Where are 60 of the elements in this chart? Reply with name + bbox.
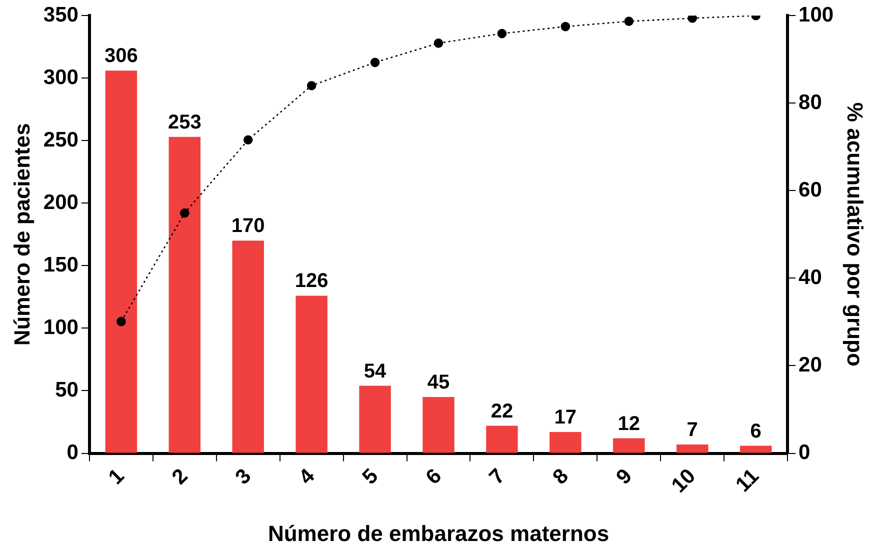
point (688, 16, 698, 23)
x-tick-label: 10 (667, 464, 700, 498)
data-label: 54 (364, 360, 388, 382)
data-label: 306 (104, 45, 138, 68)
data-label: 170 (231, 215, 265, 238)
point (180, 208, 190, 218)
point (370, 58, 380, 68)
x-tick-label: 4 (294, 464, 320, 490)
bar (105, 70, 138, 453)
point (306, 80, 316, 90)
x-axis-title: Número de embarazos maternos (268, 520, 610, 546)
data-label: 6 (750, 420, 762, 442)
y-tick-label: 100 (43, 316, 78, 340)
bar (550, 432, 582, 453)
y-tick-label: 300 (43, 66, 78, 89)
data-label: 12 (618, 412, 640, 435)
bar (359, 386, 391, 453)
x-tick-label: 8 (548, 464, 574, 490)
bar (486, 426, 518, 453)
point (560, 22, 570, 32)
point (116, 316, 126, 326)
x-tick-label: 1 (104, 464, 130, 490)
data-label: 126 (294, 270, 328, 292)
bar (740, 446, 772, 453)
point (434, 38, 444, 48)
bar (676, 444, 708, 453)
y-tick-label: 0 (66, 441, 78, 464)
y2-tick-label: 0 (798, 441, 810, 464)
y-tick-label: 150 (43, 253, 78, 276)
y-tick-label: 50 (55, 378, 78, 402)
bar (296, 296, 328, 453)
data-label: 45 (427, 372, 450, 394)
x-tick-label: 5 (358, 464, 383, 490)
y-tick-label: 250 (43, 128, 78, 152)
y2-tick-label: 100 (798, 3, 834, 26)
y2-tick-label: 20 (798, 354, 822, 377)
x-tick-label: 2 (168, 464, 192, 490)
bar (613, 438, 645, 453)
x-tick-label: 9 (612, 464, 637, 490)
x-tick-label: 6 (422, 464, 446, 490)
data-label: 7 (686, 419, 698, 442)
y-tick-label: 350 (43, 3, 78, 26)
bar (422, 396, 454, 453)
y2-tick-label: 80 (798, 90, 822, 114)
bar (232, 240, 264, 453)
x-tick-label: 3 (231, 464, 256, 490)
bar (168, 136, 201, 453)
point (624, 16, 634, 26)
data-label: 253 (168, 111, 202, 134)
y-axis-title: Número de pacientes (9, 123, 34, 346)
x-tick-label: 7 (485, 464, 510, 490)
point (497, 28, 507, 38)
data-label: 17 (554, 406, 577, 429)
y2-tick-label: 60 (798, 178, 822, 202)
y-tick-label: 200 (43, 190, 78, 214)
y2-tick-label: 40 (798, 266, 822, 289)
data-label: 22 (490, 400, 514, 422)
x-tick-label: 11 (732, 464, 764, 497)
point (243, 135, 253, 145)
y2-axis-title: % acumulativo por grupo (842, 102, 868, 366)
